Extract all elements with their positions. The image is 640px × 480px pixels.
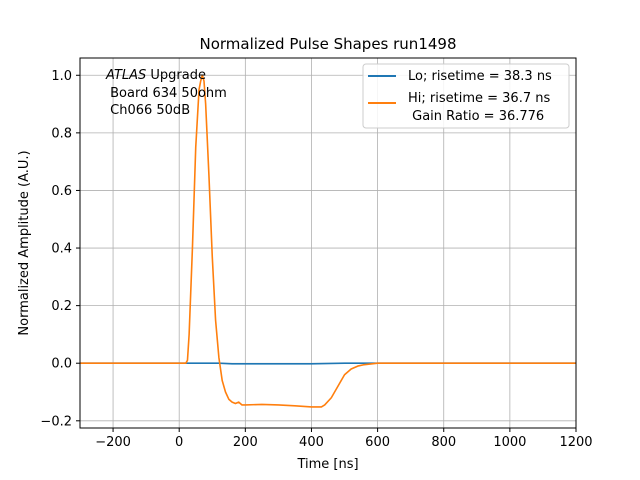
legend-label-lo: Lo; risetime = 38.3 ns [408,69,552,84]
y-tick-label: 1.0 [51,69,72,84]
chart-title: Normalized Pulse Shapes run1498 [199,35,456,53]
legend-box [362,63,570,129]
y-tick-label: 0.6 [51,184,72,199]
legend-label-hi-gain: Gain Ratio = 36.776 [408,109,544,124]
legend-label-hi: Hi; risetime = 36.7 ns [408,91,550,106]
x-tick-label: 600 [365,435,390,450]
x-tick-label: 800 [431,435,456,450]
annotation-upgrade: Upgrade [146,68,206,83]
series-layer [80,74,576,408]
series-line-hi [80,74,576,408]
x-tick-label: 1000 [493,435,526,450]
x-tick-label: 400 [299,435,324,450]
ticks: −200 0 200 400 600 800 1000 1200 −0.2 0.0 0.2 0.4 0.… [40,69,592,450]
annotation-line1: ATLAS Upgrade [105,68,206,83]
x-tick-label: 200 [233,435,258,450]
annotation-line2: Board 634 50ohm [106,86,227,101]
x-axis-label: Time [ns] [296,457,358,472]
atlas-annotation: ATLAS Upgrade Board 634 50ohm Ch066 50dB [105,68,227,118]
y-tick-label: 0.2 [51,299,72,314]
legend: Lo; risetime = 38.3 ns Hi; risetime = 36… [362,63,570,129]
y-axis-label: Normalized Amplitude (A.U.) [17,150,32,335]
x-tick-label: 0 [175,435,183,450]
y-tick-label: 0.8 [51,126,72,141]
x-tick-label: −200 [95,435,131,450]
x-tick-label: 1200 [559,435,592,450]
annotation-line3: Ch066 50dB [106,103,190,118]
y-tick-label: −0.2 [40,414,72,429]
annotation-atlas: ATLAS [105,68,146,83]
plot-frame [79,57,577,429]
y-tick-label: 0.0 [51,357,72,372]
y-tick-label: 0.4 [51,242,72,257]
